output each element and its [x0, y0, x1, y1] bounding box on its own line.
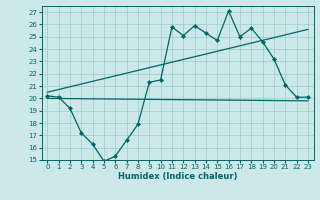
X-axis label: Humidex (Indice chaleur): Humidex (Indice chaleur): [118, 172, 237, 181]
